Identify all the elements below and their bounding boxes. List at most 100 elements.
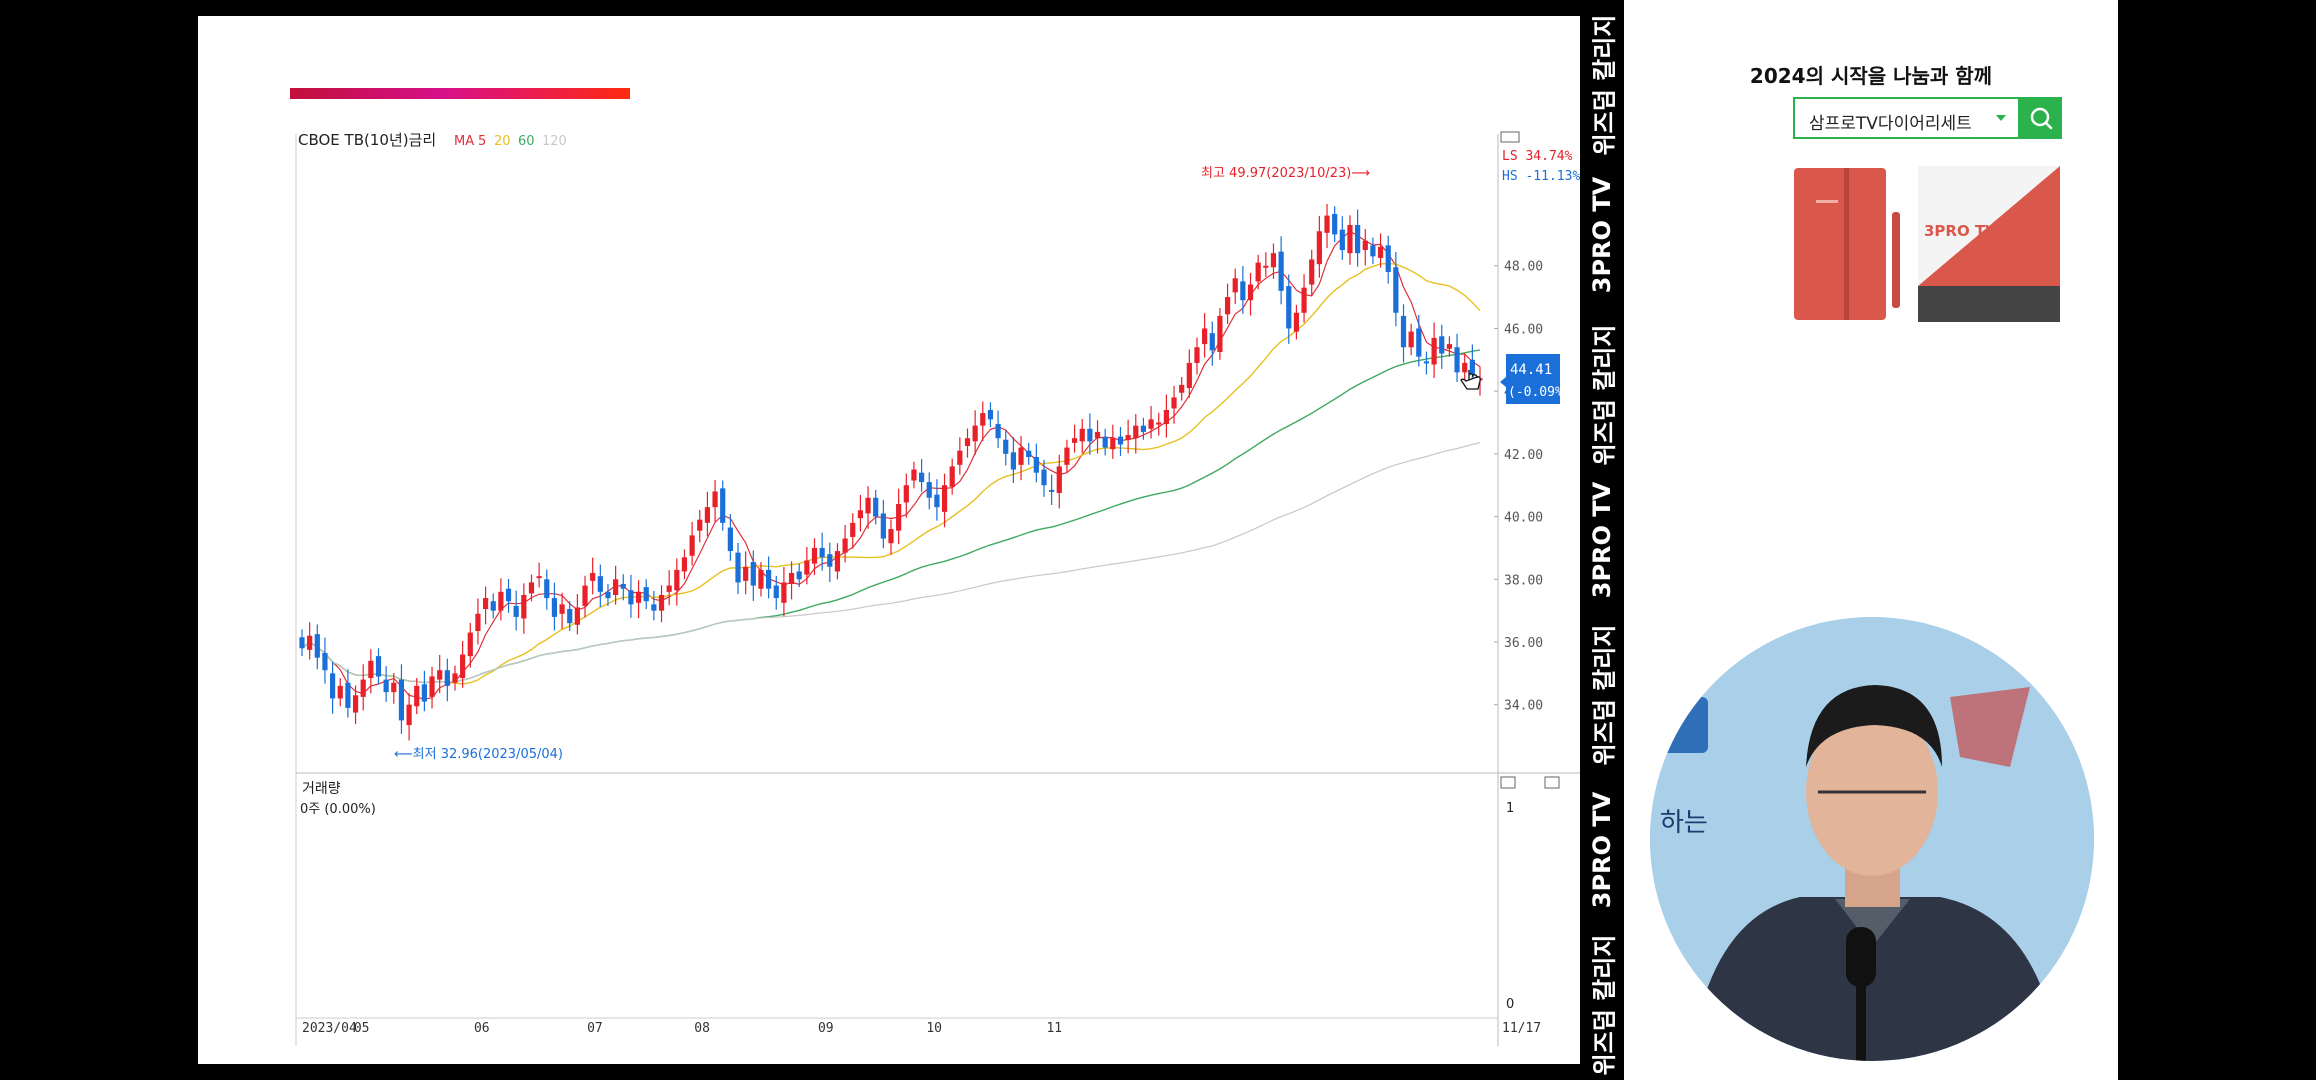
candle-body [1362, 240, 1368, 251]
candle-body [941, 485, 948, 512]
stripe-label-2: 3PRO TV [1588, 176, 1616, 294]
candle-body [1324, 215, 1330, 233]
stripe-label-4: 3PRO TV [1588, 481, 1616, 599]
candle-body [658, 594, 665, 611]
candle-body [674, 569, 680, 591]
candle-body [643, 587, 649, 602]
promo-title: 2024의 시작을 나눔과 함께 [1749, 64, 1993, 88]
diary-image [1794, 168, 1886, 320]
candle-body [490, 601, 496, 611]
candle-body [1332, 214, 1338, 235]
x-tick-label: 10 [926, 1021, 942, 1036]
candle-body [888, 529, 894, 544]
candle-body [1446, 344, 1453, 349]
candle-body [1163, 409, 1169, 425]
candles [299, 203, 1483, 741]
candle-body [1079, 428, 1085, 442]
volume-value: 0주 (0.00%) [300, 802, 376, 817]
candle-body [360, 679, 366, 697]
ma-legend: MA 5 20 60 120 [454, 134, 567, 149]
candle-body [1377, 246, 1384, 258]
candle-body [307, 635, 313, 650]
candle-body [437, 670, 443, 680]
candle-body [329, 673, 336, 699]
candle-body [368, 660, 374, 679]
candle-body [528, 582, 535, 594]
candle-body [1049, 489, 1055, 492]
ma-line-60 [301, 349, 1481, 684]
y-tick-label: 34.00 [1504, 699, 1543, 714]
x-tick-label: 11/17 [1502, 1021, 1541, 1036]
candle-body [697, 519, 703, 531]
stripe-label-7: 위즈덤 칼리지 [1590, 934, 1619, 1076]
candle-body [827, 554, 833, 567]
candle-body [1400, 315, 1407, 348]
candle-body [1056, 466, 1062, 494]
candle-body [1117, 436, 1124, 445]
candle-body [651, 604, 657, 611]
candle-body [804, 560, 810, 575]
stripe-label-5: 위즈덤 칼리지 [1590, 624, 1619, 766]
promo-select-label: 삼프로TV다이어리세트 [1809, 114, 1972, 134]
candle-body [896, 504, 902, 531]
candle-body [1194, 347, 1200, 363]
ma-legend-period: 60 [518, 134, 535, 149]
volume-close-icon[interactable] [1544, 776, 1560, 789]
candle-body [972, 425, 978, 442]
x-tick-label: 07 [587, 1021, 603, 1036]
y-tick-label: 42.00 [1504, 448, 1543, 463]
candle-body [681, 557, 688, 572]
candle-body [1263, 265, 1269, 268]
candle-body [620, 583, 626, 589]
candle-body [857, 510, 864, 519]
y-tick-label: 36.00 [1504, 636, 1543, 651]
candle-body [505, 588, 512, 602]
candle-body [1439, 336, 1445, 354]
candle-body [964, 438, 971, 447]
candle-body [551, 598, 558, 617]
webcam-video: 하는 [1650, 617, 2094, 1061]
candle-body [314, 634, 320, 658]
volume-settings-icon[interactable] [1500, 776, 1516, 789]
promo-product-image: 3PRO TV [1794, 166, 2060, 322]
candle-body [613, 579, 619, 595]
candle-body [957, 450, 963, 465]
ls-label: LS 34.74% [1502, 149, 1573, 164]
candle-body [1301, 287, 1307, 313]
candle-body [1041, 469, 1047, 486]
x-tick-label: 05 [354, 1021, 370, 1036]
candle-body [406, 704, 412, 726]
stripe-label-6: 3PRO TV [1588, 791, 1616, 909]
candle-body [873, 497, 879, 517]
candle-body [689, 535, 695, 556]
candle-body [345, 682, 351, 708]
candle-body [819, 547, 825, 558]
candle-body [559, 604, 565, 614]
candle-body [1018, 447, 1024, 465]
candle-body [375, 656, 382, 677]
candle-body [980, 413, 986, 426]
ma-legend-period: 20 [494, 134, 511, 149]
candle-body [766, 569, 772, 589]
candle-body [1408, 331, 1414, 348]
volume-tick-bottom: 0 [1506, 997, 1514, 1012]
candle-body [666, 585, 672, 592]
ma-legend-period: 5 [478, 134, 486, 149]
chevron-down-icon [1996, 115, 2006, 121]
candle-body [995, 424, 1001, 439]
candle-body [1309, 259, 1315, 285]
promo-select[interactable]: 삼프로TV다이어리세트 [1793, 97, 2020, 139]
search-button[interactable] [2020, 97, 2062, 139]
ma-legend-label: MA [454, 134, 474, 149]
search-icon [2030, 107, 2053, 130]
candle-body [567, 609, 573, 624]
candle-body [1026, 450, 1032, 457]
channel-stripe: 위즈덤 칼리지 3PRO TV 위즈덤 칼리지 3PRO TV 위즈덤 칼리지 … [1580, 0, 1624, 1080]
candle-body [414, 685, 420, 707]
candle-body [498, 591, 504, 611]
candle-body [1156, 422, 1162, 425]
candle-body [1270, 253, 1277, 268]
price-settings-icon[interactable] [1500, 131, 1520, 143]
chart-svg: CBOE TB(10년)금리 MA 5 20 60 120 LS 34.74% HS -… [295, 131, 1580, 1046]
